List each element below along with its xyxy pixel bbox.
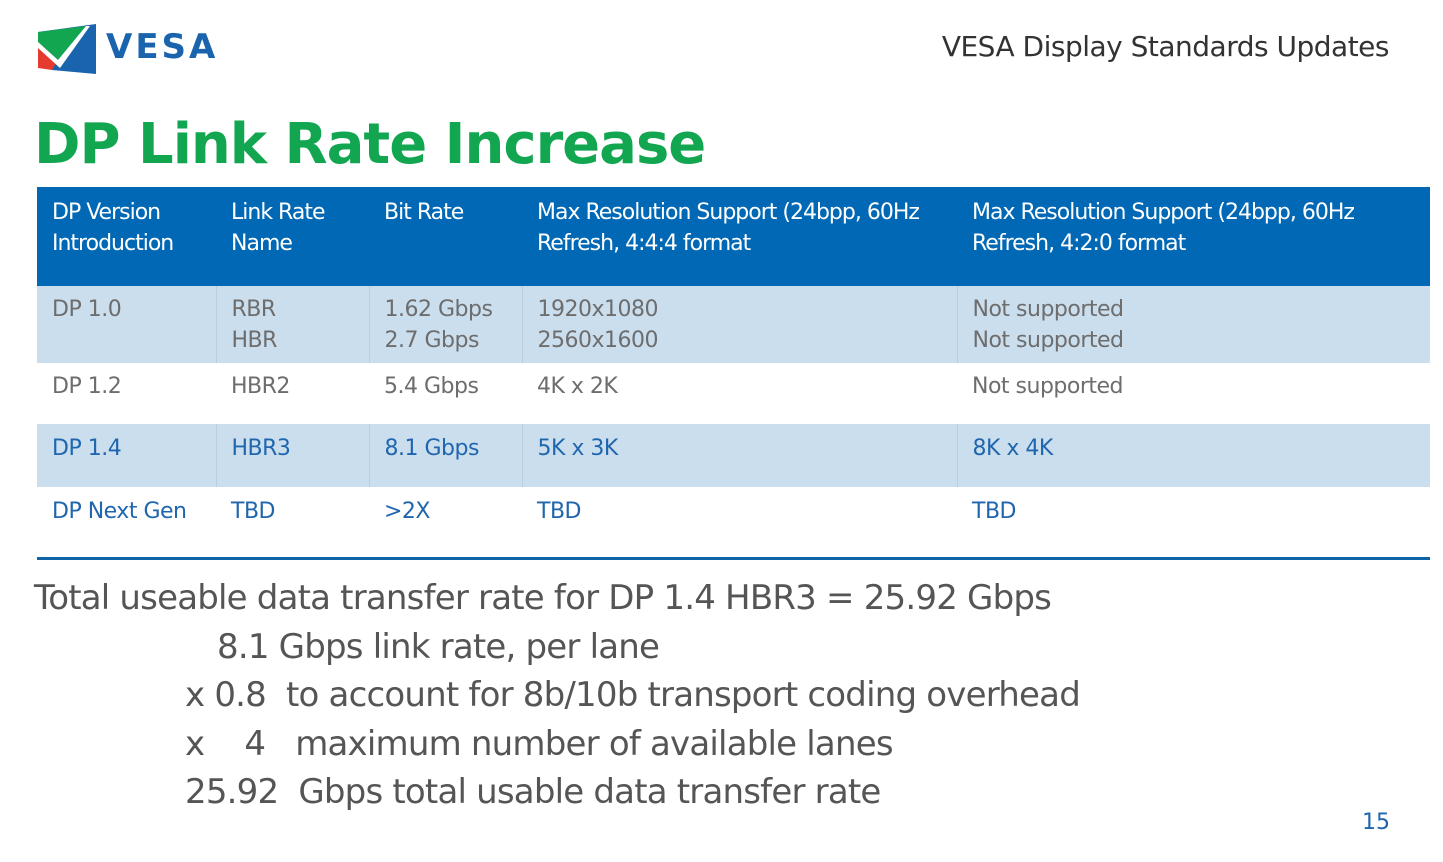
cell-bit-rate: 8.1 Gbps: [368, 424, 522, 487]
table-row: DP Next Gen TBD >2X TBD TBD: [37, 487, 1430, 547]
cell-line: Not supported: [972, 328, 1125, 353]
link-rate-table: DP Version Introduction Link Rate Name B…: [37, 187, 1430, 547]
deck-title: VESA Display Standards Updates: [941, 30, 1390, 63]
cell-link-rate: RBR HBR: [215, 286, 369, 363]
vesa-checkmark-icon: [38, 24, 96, 74]
vesa-logo: VESA: [38, 24, 215, 74]
cell-res-420: Not supported Not supported: [956, 286, 1430, 363]
header-dp-version: DP Version Introduction: [37, 187, 216, 286]
cell-res-420: Not supported: [972, 374, 1124, 399]
cell-link-rate: HBR2: [231, 374, 290, 399]
cell-res-420: TBD: [972, 499, 1016, 524]
cell-line: 1920x1080: [537, 297, 659, 322]
slide-title: DP Link Rate Increase: [34, 112, 706, 177]
header-max-res-420: Max Resolution Support (24bpp, 60Hz Refr…: [957, 187, 1430, 286]
cell-bit-rate: 5.4 Gbps: [384, 374, 479, 399]
cell-res-444: 5K x 3K: [521, 424, 957, 487]
calculation-line: x 0.8 to account for 8b/10b transport co…: [185, 675, 1081, 715]
table-row: DP 1.2 HBR2 5.4 Gbps 4K x 2K Not support…: [37, 363, 1430, 424]
cell-link-rate: TBD: [231, 499, 275, 524]
table-bottom-rule: [37, 557, 1430, 560]
table-header-row: DP Version Introduction Link Rate Name B…: [37, 187, 1430, 286]
cell-line: 2.7 Gbps: [384, 328, 480, 353]
calculation-line: 8.1 Gbps link rate, per lane: [217, 626, 660, 667]
logo-text: VESA: [106, 27, 219, 67]
table-row: DP 1.4 HBR3 8.1 Gbps 5K x 3K 8K x 4K: [37, 424, 1430, 487]
cell-res-420: 8K x 4K: [956, 424, 1430, 487]
cell-res-444: 1920x1080 2560x1600: [521, 286, 957, 363]
cell-line: 2560x1600: [537, 328, 659, 353]
cell-version: DP 1.0: [37, 286, 216, 363]
calculation-block: Total useable data transfer rate for DP …: [34, 574, 1081, 817]
cell-version: DP Next Gen: [52, 499, 187, 524]
table-row: DP 1.0 RBR HBR 1.62 Gbps 2.7 Gbps 1920x108…: [37, 286, 1430, 363]
cell-bit-rate: >2X: [384, 499, 431, 524]
cell-line: HBR: [231, 328, 278, 353]
calculation-line: 25.92 Gbps total usable data transfer ra…: [185, 772, 881, 812]
cell-version: DP 1.2: [52, 374, 122, 399]
cell-version: DP 1.4: [37, 424, 216, 487]
cell-line: Not supported: [972, 297, 1125, 322]
page-number: 15: [1362, 810, 1390, 835]
cell-res-444: 4K x 2K: [537, 374, 618, 399]
cell-line: RBR: [231, 297, 277, 322]
calculation-heading: Total useable data transfer rate for DP …: [34, 578, 1052, 618]
calculation-line: x 4 maximum number of available lanes: [185, 723, 894, 764]
cell-bit-rate: 1.62 Gbps 2.7 Gbps: [368, 286, 522, 363]
cell-line: 1.62 Gbps: [384, 297, 493, 322]
header-max-res-444: Max Resolution Support (24bpp, 60Hz Refr…: [522, 187, 957, 286]
header-link-rate-name: Link Rate Name: [216, 187, 369, 286]
cell-link-rate: HBR3: [215, 424, 369, 487]
cell-res-444: TBD: [537, 499, 581, 524]
header-bit-rate: Bit Rate: [369, 187, 522, 286]
